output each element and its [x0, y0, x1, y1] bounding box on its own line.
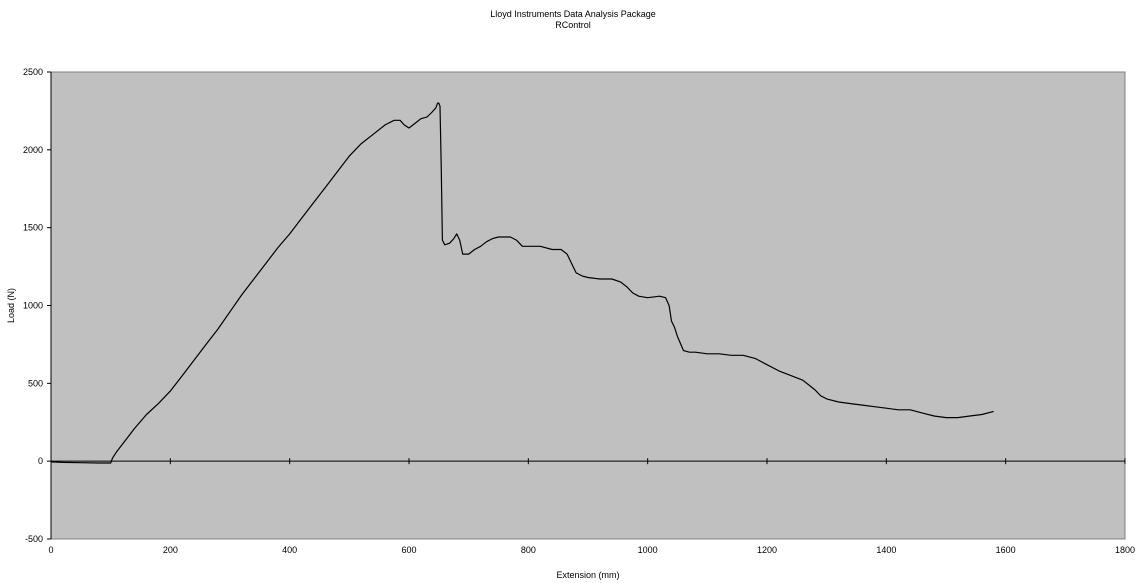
- x-tick-label: 1000: [638, 545, 658, 555]
- y-tick-label: 0: [38, 456, 43, 466]
- x-axis-title: Extension (mm): [556, 570, 619, 580]
- chart-title-block: Lloyd Instruments Data Analysis Package …: [0, 9, 1146, 31]
- x-tick-label: 200: [163, 545, 178, 555]
- y-tick-label: -500: [25, 534, 43, 544]
- y-tick-label: 2000: [23, 145, 43, 155]
- x-tick-label: 1600: [996, 545, 1016, 555]
- y-tick-label: 2500: [23, 67, 43, 77]
- plot-area: [50, 71, 1126, 540]
- x-tick-label: 800: [521, 545, 536, 555]
- chart-title: Lloyd Instruments Data Analysis Package: [490, 9, 656, 19]
- x-tick-label: 1200: [757, 545, 777, 555]
- x-axis-ticks: 0 200 400 600 800 1000 1200 1400 1600 1800: [48, 458, 1135, 555]
- y-tick-label: 1000: [23, 301, 43, 311]
- x-tick-label: 1400: [876, 545, 896, 555]
- y-axis-title: Load (N): [6, 288, 16, 323]
- x-tick-label: 600: [401, 545, 416, 555]
- load-series-line: [50, 102, 994, 464]
- chart-subtitle: RControl: [555, 20, 591, 30]
- x-tick-label: 400: [282, 545, 297, 555]
- y-tick-label: 1500: [23, 223, 43, 233]
- y-axis-ticks: -500 0 500 1000 1500 2000 2500: [23, 67, 51, 544]
- x-tick-label: 0: [48, 545, 53, 555]
- x-tick-label: 1800: [1115, 545, 1135, 555]
- y-tick-label: 500: [28, 378, 43, 388]
